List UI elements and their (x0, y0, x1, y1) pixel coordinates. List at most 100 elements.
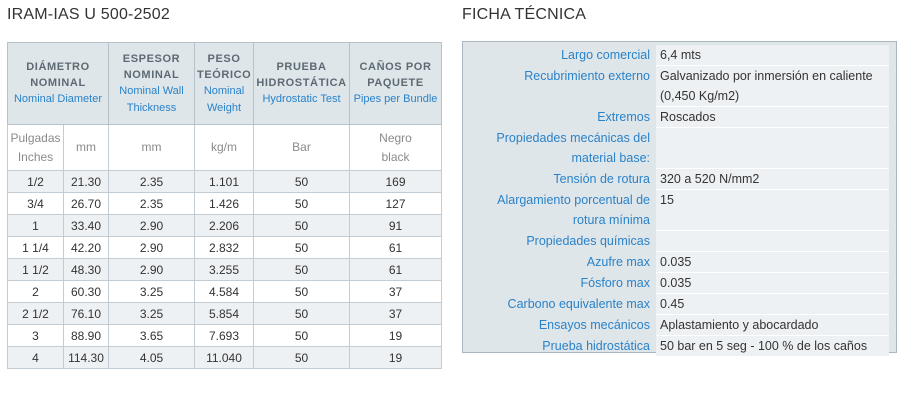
spec-label: Alargamiento porcentual de rotura mínima (497, 193, 650, 227)
table-row: 1/2 21.30 2.35 1.101 50 169 (7, 170, 442, 193)
table-title: IRAM-IAS U 500-2502 (7, 6, 170, 23)
cell-mm: 33.40 (63, 214, 109, 237)
cell-mm: 88.90 (63, 324, 109, 347)
unit-bundle: Negro black (349, 124, 442, 171)
spec-label: Fósforo max (580, 276, 650, 290)
cell-thickness: 3.65 (108, 324, 195, 347)
cell-bar: 50 (253, 346, 350, 369)
cell-weight: 2.832 (194, 236, 254, 259)
spec-value: 0.45 (656, 294, 889, 315)
spec-title: FICHA TÉCNICA (462, 6, 587, 23)
cell-inch: 3/4 (7, 192, 64, 215)
spec-label: Azufre max (586, 255, 650, 269)
cell-inch: 2 (7, 280, 64, 303)
cell-inch: 2 1/2 (7, 302, 64, 325)
cell-inch: 1/2 (7, 170, 64, 193)
table-row: 1 1/4 42.20 2.90 2.832 50 61 (7, 236, 442, 259)
header-nominal-weight: PESO TEÓRICO Nominal Weight (194, 42, 254, 125)
unit-weight: kg/m (194, 124, 254, 171)
cell-bundle: 169 (349, 170, 442, 193)
cell-bundle: 19 (349, 324, 442, 347)
cell-weight: 11.040 (194, 346, 254, 369)
spec-label: Recubrimiento externo (524, 69, 650, 83)
spec-value: 0.035 (656, 273, 889, 294)
cell-mm: 114.30 (63, 346, 109, 369)
header-wall-thickness: ESPESOR NOMINAL Nominal Wall Thickness (108, 42, 195, 125)
spec-row: Alargamiento porcentual de rotura mínima 1… (469, 190, 891, 231)
cell-bar: 50 (253, 214, 350, 237)
cell-inch: 1 (7, 214, 64, 237)
units-row: Pulgadas Inches mm mm kg/m Bar Negro black (7, 124, 442, 171)
cell-mm: 60.30 (63, 280, 109, 303)
cell-bundle: 61 (349, 236, 442, 259)
spec-row: Propiedades mecánicas del material base: (469, 128, 891, 169)
table-row: 1 33.40 2.90 2.206 50 91 (7, 214, 442, 237)
spec-row: Recubrimiento externo Galvanizado por inm… (469, 66, 891, 107)
spec-row: Tensión de rotura 320 a 520 N/mm2 (469, 169, 891, 190)
spec-row: Azufre max 0.035 (469, 252, 891, 273)
cell-thickness: 2.90 (108, 214, 195, 237)
table-row: 3/4 26.70 2.35 1.426 50 127 (7, 192, 442, 215)
header-pipes-per-bundle: CAÑOS POR PAQUETE Pipes per Bundle (349, 42, 442, 125)
table-header-row: DIÁMETRO NOMINAL Nominal Diameter ESPESO… (7, 42, 442, 125)
unit-thickness: mm (108, 124, 195, 171)
unit-pressure: Bar (253, 124, 350, 171)
spec-value: Galvanizado por inmersión en caliente (0,… (656, 66, 889, 107)
spec-label: Prueba hidrostática (542, 339, 650, 353)
spec-label: Propiedades químicas (526, 234, 650, 248)
spec-value: 320 a 520 N/mm2 (656, 169, 889, 190)
spec-label: Extremos (597, 110, 650, 124)
spec-value: Roscados (656, 107, 889, 128)
spec-row: Ensayos mecánicos Aplastamiento y abocard… (469, 315, 891, 336)
spec-value: Aplastamiento y abocardado (656, 315, 889, 336)
spec-row: Fósforo max 0.035 (469, 273, 891, 294)
cell-weight: 5.854 (194, 302, 254, 325)
cell-weight: 7.693 (194, 324, 254, 347)
spec-label: Ensayos mecánicos (538, 318, 650, 332)
spec-row: Propiedades químicas (469, 231, 891, 252)
cell-bundle: 37 (349, 280, 442, 303)
cell-mm: 76.10 (63, 302, 109, 325)
cell-mm: 21.30 (63, 170, 109, 193)
technical-spec-sheet: Largo comercial 6,4 mts Recubrimiento exte… (462, 41, 897, 357)
unit-mm: mm (63, 124, 109, 171)
cell-thickness: 2.90 (108, 236, 195, 259)
cell-bar: 50 (253, 170, 350, 193)
spec-value: 6,4 mts (656, 45, 889, 66)
cell-bundle: 61 (349, 258, 442, 281)
cell-bundle: 19 (349, 346, 442, 369)
cell-inch: 3 (7, 324, 64, 347)
cell-weight: 4.584 (194, 280, 254, 303)
spec-value: 0.035 (656, 252, 889, 273)
spec-row: Extremos Roscados (469, 107, 891, 128)
spec-label: Largo comercial (561, 48, 650, 62)
spec-value: 15 (656, 190, 889, 231)
cell-thickness: 2.35 (108, 170, 195, 193)
cell-bundle: 37 (349, 302, 442, 325)
spec-value (656, 128, 889, 169)
spec-label: Propiedades mecánicas del material base: (496, 131, 650, 165)
spec-label: Carbono equivalente max (507, 297, 650, 311)
spec-row: Carbono equivalente max 0.45 (469, 294, 891, 315)
cell-inch: 4 (7, 346, 64, 369)
spec-row: Largo comercial 6,4 mts (469, 45, 891, 66)
header-hydrostatic-test: PRUEBA HIDROSTÁTICA Hydrostatic Test (253, 42, 350, 125)
cell-mm: 42.20 (63, 236, 109, 259)
cell-mm: 48.30 (63, 258, 109, 281)
cell-weight: 1.426 (194, 192, 254, 215)
cell-thickness: 3.25 (108, 280, 195, 303)
spec-label: Tensión de rotura (553, 172, 650, 186)
spec-value (656, 231, 889, 252)
cell-inch: 1 1/4 (7, 236, 64, 259)
cell-bundle: 91 (349, 214, 442, 237)
cell-bar: 50 (253, 324, 350, 347)
spec-row: Prueba hidrostática 50 bar en 5 seg - 100… (469, 336, 891, 357)
cell-bundle: 127 (349, 192, 442, 215)
table-row: 1 1/2 48.30 2.90 3.255 50 61 (7, 258, 442, 281)
cell-thickness: 4.05 (108, 346, 195, 369)
table-row: 2 1/2 76.10 3.25 5.854 50 37 (7, 302, 442, 325)
cell-mm: 26.70 (63, 192, 109, 215)
spec-value: 50 bar en 5 seg - 100 % de los caños (656, 336, 889, 357)
cell-thickness: 2.90 (108, 258, 195, 281)
cell-bar: 50 (253, 280, 350, 303)
